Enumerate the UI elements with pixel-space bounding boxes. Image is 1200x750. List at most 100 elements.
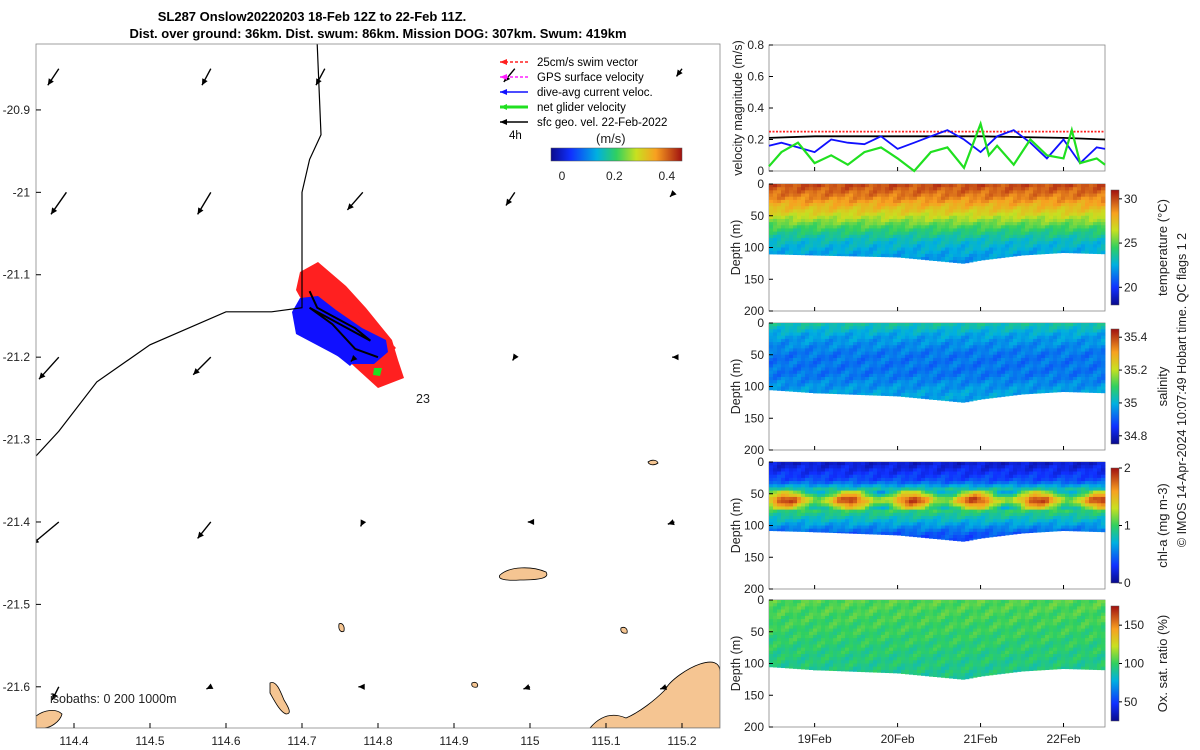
section-cell [1077,373,1082,378]
section-cell [921,218,926,223]
section-cell [1049,364,1054,368]
section-cell [817,184,822,188]
section-cell [857,215,862,220]
section-cell [769,323,774,327]
section-cell [989,237,994,242]
section-cell [785,215,790,220]
section-cell [921,241,926,245]
section-cell [773,380,778,384]
section-cell [813,351,818,356]
section-cell [901,323,906,327]
section-cell [905,193,910,198]
section-cell [849,487,854,491]
section-cell [769,184,774,188]
section-cell [769,373,774,378]
section-cell [769,244,774,248]
section-cell [913,354,918,359]
section-cell [977,247,982,252]
colorbar-tick-label: 35.2 [1124,363,1148,377]
section-cell [777,345,782,349]
section-cell [897,512,902,517]
section-cell [1097,222,1102,226]
section-cell [869,222,874,226]
section-cell [1085,228,1090,233]
section-cell [1089,250,1094,254]
section-cell [985,203,990,207]
section-cell [1021,329,1026,333]
section-cell [901,503,906,507]
section-cell [941,184,946,188]
section-cell [961,370,966,375]
section-cell [1017,244,1022,248]
section-cell [825,361,830,365]
section-cell [949,396,954,400]
section-cell [917,386,922,391]
section-cell [857,373,862,378]
section-cell [877,357,882,362]
isobath-note: isobaths: 0 200 1000m [50,692,176,706]
section-cell [993,351,998,356]
section-cell [897,354,902,359]
section-cell [961,329,966,333]
section-cell [917,218,922,223]
section-cell [845,525,850,530]
section-cell [857,345,862,349]
section-cell [773,342,778,346]
island [471,681,479,688]
section-cell [861,392,866,396]
section-cell [817,522,822,526]
section-cell [1017,228,1022,233]
section-cell [921,184,926,188]
section-cell [861,465,866,469]
section-cell [825,199,830,204]
section-cell [893,487,898,491]
section-cell [769,376,774,381]
section-cell [1037,373,1042,378]
section-cell [897,465,902,469]
section-cell [817,326,822,330]
section-cell [933,383,938,387]
section-cell [989,345,994,349]
section-cell [1085,370,1090,375]
section-cell [1021,209,1026,213]
section-cell [897,218,902,223]
section-cell [945,338,950,343]
section-cell [821,465,826,469]
section-cell [781,357,786,362]
section-cell [1025,234,1030,239]
section-cell [869,490,874,495]
section-cell [809,338,814,343]
section-cell [869,373,874,378]
section-cell [777,500,782,504]
section-cell [1093,215,1098,220]
section-cell [921,329,926,333]
section-cell [885,496,890,501]
section-cell [913,474,918,479]
section-cell [1057,203,1062,207]
section-cell [773,209,778,213]
section-cell [953,253,958,258]
section-cell [885,522,890,526]
section-cell [989,386,994,391]
section-cell [829,241,834,245]
section-cell [901,471,906,476]
section-cell [981,209,986,213]
section-cell [937,376,942,381]
section-cell [1033,212,1038,217]
section-cell [869,471,874,476]
section-cell [889,370,894,375]
section-cell [789,203,794,207]
section-cell [925,218,930,223]
section-cell [1009,376,1014,381]
section-cell [1017,354,1022,359]
arrow-head [193,368,200,375]
section-cell [833,503,838,507]
section-cell [985,187,990,191]
section-cell [949,329,954,333]
section-cell [1073,332,1078,337]
section-cell [793,462,798,466]
section-cell [1069,338,1074,343]
section-cell [1013,376,1018,381]
section-cell [1017,332,1022,337]
section-cell [981,389,986,394]
